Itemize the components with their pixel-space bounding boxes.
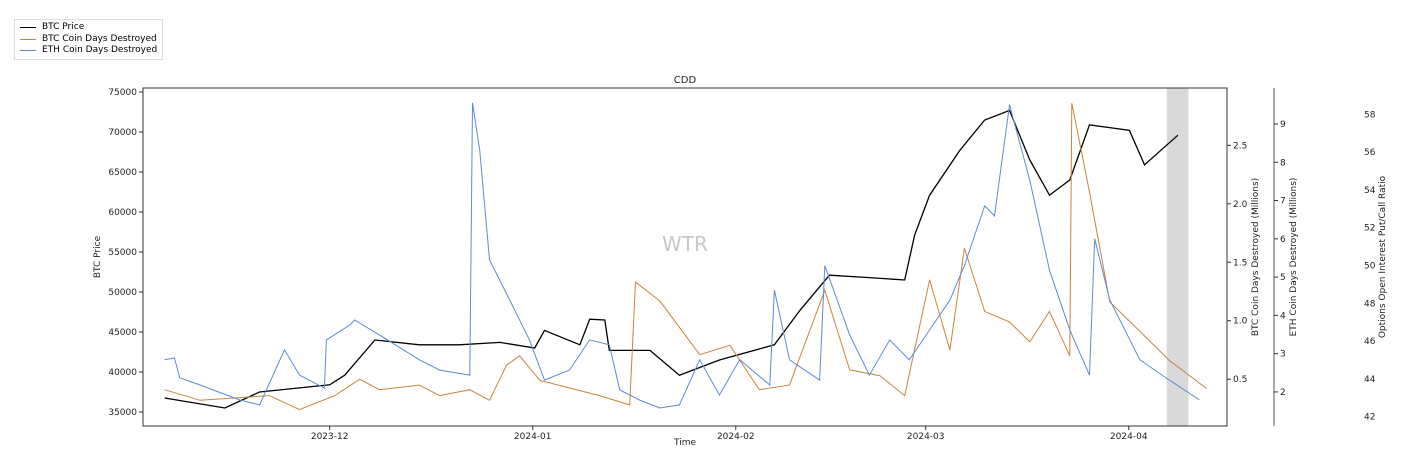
legend-label: BTC Price xyxy=(42,22,85,32)
y-tick-label: 70000 xyxy=(108,128,137,138)
btc-cdd-tick-label: 2.0 xyxy=(1233,200,1248,210)
series-line-btc-coin-days-destroyed xyxy=(164,103,1208,411)
y-axis-label-btc-price: BTC Price xyxy=(93,235,103,278)
x-tick-label: 2024-01 xyxy=(514,432,552,442)
btc-cdd-tick-label: 1.5 xyxy=(1233,258,1247,268)
btc-cdd-tick-label: 0.5 xyxy=(1233,375,1247,385)
legend: BTC Price BTC Coin Days Destroyed ETH Co… xyxy=(14,19,164,60)
legend-label: BTC Coin Days Destroyed xyxy=(42,33,157,44)
x-tick-label: 2024-02 xyxy=(717,432,755,442)
btc-cdd-tick-label: 1.0 xyxy=(1233,317,1248,327)
legend-swatch xyxy=(20,50,36,52)
shaded-region xyxy=(1166,88,1189,426)
y-axis-label-eth-cdd: ETH Coin Days Destroyed (Millions) xyxy=(1289,178,1299,337)
eth-cdd-tick-label: 5 xyxy=(1280,273,1286,283)
eth-cdd-tick-label: 7 xyxy=(1280,197,1286,207)
eth-cdd-tick-label: 3 xyxy=(1280,350,1286,360)
chart-title: CDD xyxy=(674,75,697,86)
x-tick-label: 2024-03 xyxy=(907,432,945,442)
watermark: WTR xyxy=(662,232,708,256)
y-tick-label: 75000 xyxy=(108,88,137,98)
put-call-tick-label: 58 xyxy=(1364,110,1376,120)
put-call-tick-label: 44 xyxy=(1364,375,1376,385)
put-call-tick-label: 54 xyxy=(1364,186,1376,196)
legend-swatch xyxy=(20,38,36,40)
legend-swatch xyxy=(20,27,36,29)
legend-entry-eth-cdd: ETH Coin Days Destroyed xyxy=(20,45,157,57)
eth-cdd-tick-label: 2 xyxy=(1280,388,1286,398)
put-call-tick-label: 46 xyxy=(1364,337,1376,347)
x-tick-label: 2024-04 xyxy=(1110,432,1148,442)
series-line-btc-price xyxy=(164,109,1179,409)
put-call-tick-label: 48 xyxy=(1364,299,1376,309)
put-call-tick-label: 50 xyxy=(1364,261,1376,271)
x-axis-label: Time xyxy=(673,438,696,448)
y-axis-label-btc-cdd: BTC Coin Days Destroyed (Millions) xyxy=(1251,178,1261,336)
legend-entry-btc-cdd: BTC Coin Days Destroyed xyxy=(20,34,157,46)
x-tick-label: 2023-12 xyxy=(311,432,349,442)
plot-frame xyxy=(142,87,1228,427)
eth-cdd-tick-label: 9 xyxy=(1280,120,1286,130)
y-tick-label: 55000 xyxy=(108,248,137,258)
legend-entry-btc-price: BTC Price xyxy=(20,22,157,34)
y-tick-label: 35000 xyxy=(108,408,137,418)
put-call-tick-label: 56 xyxy=(1364,148,1376,158)
legend-label: ETH Coin Days Destroyed xyxy=(42,45,158,55)
btc-cdd-tick-label: 2.5 xyxy=(1233,141,1247,151)
eth-cdd-tick-label: 4 xyxy=(1280,311,1286,321)
y-axis-label-put-call: Options Open Interest Put/Call Ratio xyxy=(1378,175,1388,338)
y-tick-label: 45000 xyxy=(108,328,137,338)
y-tick-label: 65000 xyxy=(108,168,137,178)
y-tick-label: 60000 xyxy=(108,208,137,218)
put-call-tick-label: 52 xyxy=(1364,224,1375,234)
eth-cdd-tick-label: 6 xyxy=(1280,235,1286,245)
put-call-tick-label: 42 xyxy=(1364,413,1375,423)
y-tick-label: 40000 xyxy=(108,368,137,378)
eth-cdd-tick-label: 8 xyxy=(1280,158,1286,168)
series-line-eth-coin-days-destroyed xyxy=(164,102,1200,409)
y-tick-label: 50000 xyxy=(108,288,137,298)
